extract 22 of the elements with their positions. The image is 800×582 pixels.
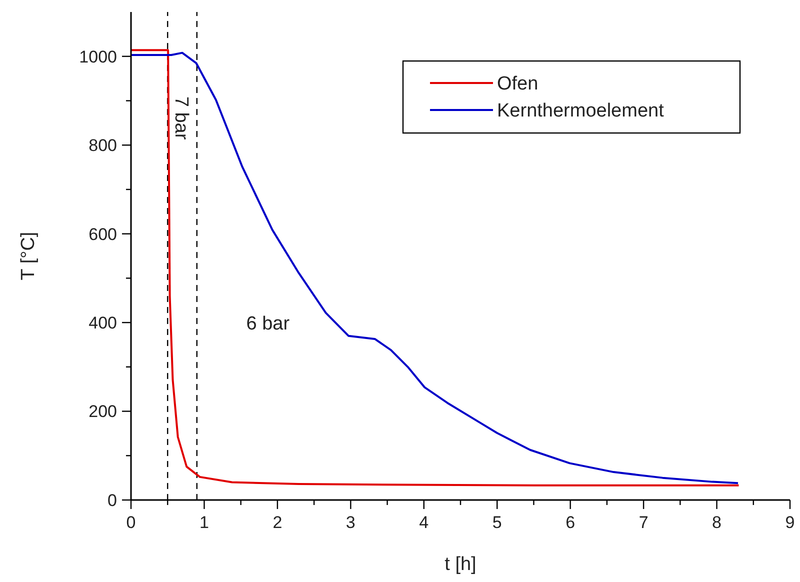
x-tick-label: 7 [638, 513, 648, 532]
y-tick-label: 400 [88, 313, 117, 332]
x-axis-title: t [h] [444, 554, 476, 575]
legend-label: Ofen [497, 74, 538, 95]
y-axis-title: T [°C] [18, 232, 39, 280]
x-tick-label: 0 [126, 513, 136, 532]
y-tick-label: 600 [88, 224, 117, 244]
x-tick-label: 3 [346, 513, 356, 532]
x-tick-label: 9 [785, 513, 795, 532]
x-tick-label: 4 [419, 513, 429, 532]
y-tick-label: 0 [108, 490, 117, 510]
annotation: 7 bar [170, 96, 192, 140]
x-tick-label: 2 [272, 513, 282, 532]
y-tick-label: 1000 [79, 47, 117, 66]
x-tick-label: 8 [712, 513, 722, 532]
x-tick-label: 6 [566, 513, 576, 532]
x-tick-label: 5 [492, 513, 502, 532]
legend-label: Kernthermoelement [497, 100, 665, 122]
annotation: 6 bar [246, 314, 290, 335]
y-tick-label: 200 [88, 402, 117, 422]
y-tick-label: 800 [88, 136, 117, 156]
x-tick-label: 1 [199, 513, 209, 532]
